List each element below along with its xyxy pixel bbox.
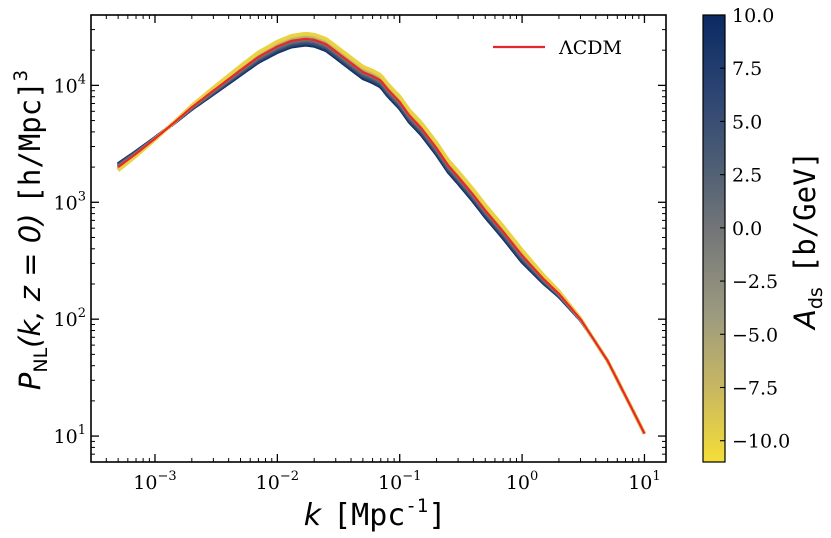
a-ds-curve	[117, 33, 646, 435]
plot-frame	[90, 14, 667, 463]
colorbar-tick-label: −5.0	[732, 324, 778, 346]
a-ds-curve	[117, 35, 646, 435]
a-ds-curve	[117, 35, 646, 435]
a-ds-curve	[117, 35, 646, 435]
a-ds-curve	[117, 37, 646, 435]
a-ds-curve	[117, 34, 646, 435]
colorbar-tick-label: 10.0	[732, 5, 774, 27]
x-axis-ticks	[90, 15, 646, 462]
colorbar-tick-label: −7.5	[732, 378, 778, 400]
lcdm-line	[117, 37, 646, 435]
colorbar-tick-label: −2.5	[732, 271, 778, 293]
a-ds-curve	[117, 34, 646, 435]
colorbar-tick-label: 5.0	[732, 111, 762, 133]
a-ds-curve	[117, 32, 646, 435]
a-ds-curve	[117, 33, 646, 435]
colorbar-frame	[702, 14, 726, 463]
colorbar-tick-label: 0.0	[732, 218, 762, 240]
colorbar-gradient	[703, 15, 725, 462]
a-ds-curve	[117, 34, 646, 435]
x-tick-label: 100	[506, 469, 538, 494]
a-ds-curve	[117, 37, 646, 435]
y-axis-ticks	[91, 14, 666, 463]
x-axis-label: k [Mpc-1]	[304, 495, 447, 533]
a-ds-curve	[117, 31, 646, 435]
y-tick-label: 103	[54, 189, 86, 214]
y-tick-labels: 101 102 103 104	[54, 72, 86, 448]
legend: ΛCDM	[493, 37, 622, 59]
colorbar-tick-label: −10.0	[732, 431, 790, 453]
y-tick-label: 102	[54, 306, 86, 331]
a-ds-curve	[117, 35, 646, 435]
a-ds-curve	[117, 32, 646, 435]
a-ds-curve-family	[117, 31, 646, 435]
a-ds-curve	[117, 36, 646, 435]
a-ds-curve	[117, 32, 646, 435]
x-tick-label: 10−3	[133, 469, 176, 494]
colorbar: 10.0 7.5 5.0 2.5 0.0 −2.5 −5.0 −7.5 −10.…	[702, 5, 827, 463]
a-ds-curve	[117, 37, 646, 435]
a-ds-curve	[117, 36, 646, 435]
a-ds-curve	[117, 33, 646, 435]
legend-label-lcdm: ΛCDM	[558, 37, 622, 59]
x-tick-label: 101	[628, 469, 660, 494]
colorbar-ticks	[720, 14, 725, 442]
a-ds-curve	[117, 32, 646, 435]
y-tick-label: 101	[54, 423, 86, 448]
y-axis-label: PNL(k, z = 0)[h/Mpc]3	[10, 70, 52, 390]
x-tick-label: 10−2	[256, 469, 299, 494]
colorbar-tick-labels: 10.0 7.5 5.0 2.5 0.0 −2.5 −5.0 −7.5 −10.…	[732, 5, 790, 453]
a-ds-curve	[117, 37, 646, 435]
colorbar-tick-label: 2.5	[732, 165, 762, 187]
colorbar-tick-label: 7.5	[732, 58, 762, 80]
lcdm-series	[117, 37, 646, 435]
a-ds-curve	[117, 36, 646, 435]
x-tick-label: 10−1	[378, 469, 421, 494]
a-ds-curve	[117, 34, 646, 435]
y-tick-label: 104	[54, 72, 86, 97]
x-tick-labels: 10−3 10−2 10−1 100 101	[133, 469, 660, 494]
colorbar-label: Ads[b/GeV]	[788, 151, 827, 331]
